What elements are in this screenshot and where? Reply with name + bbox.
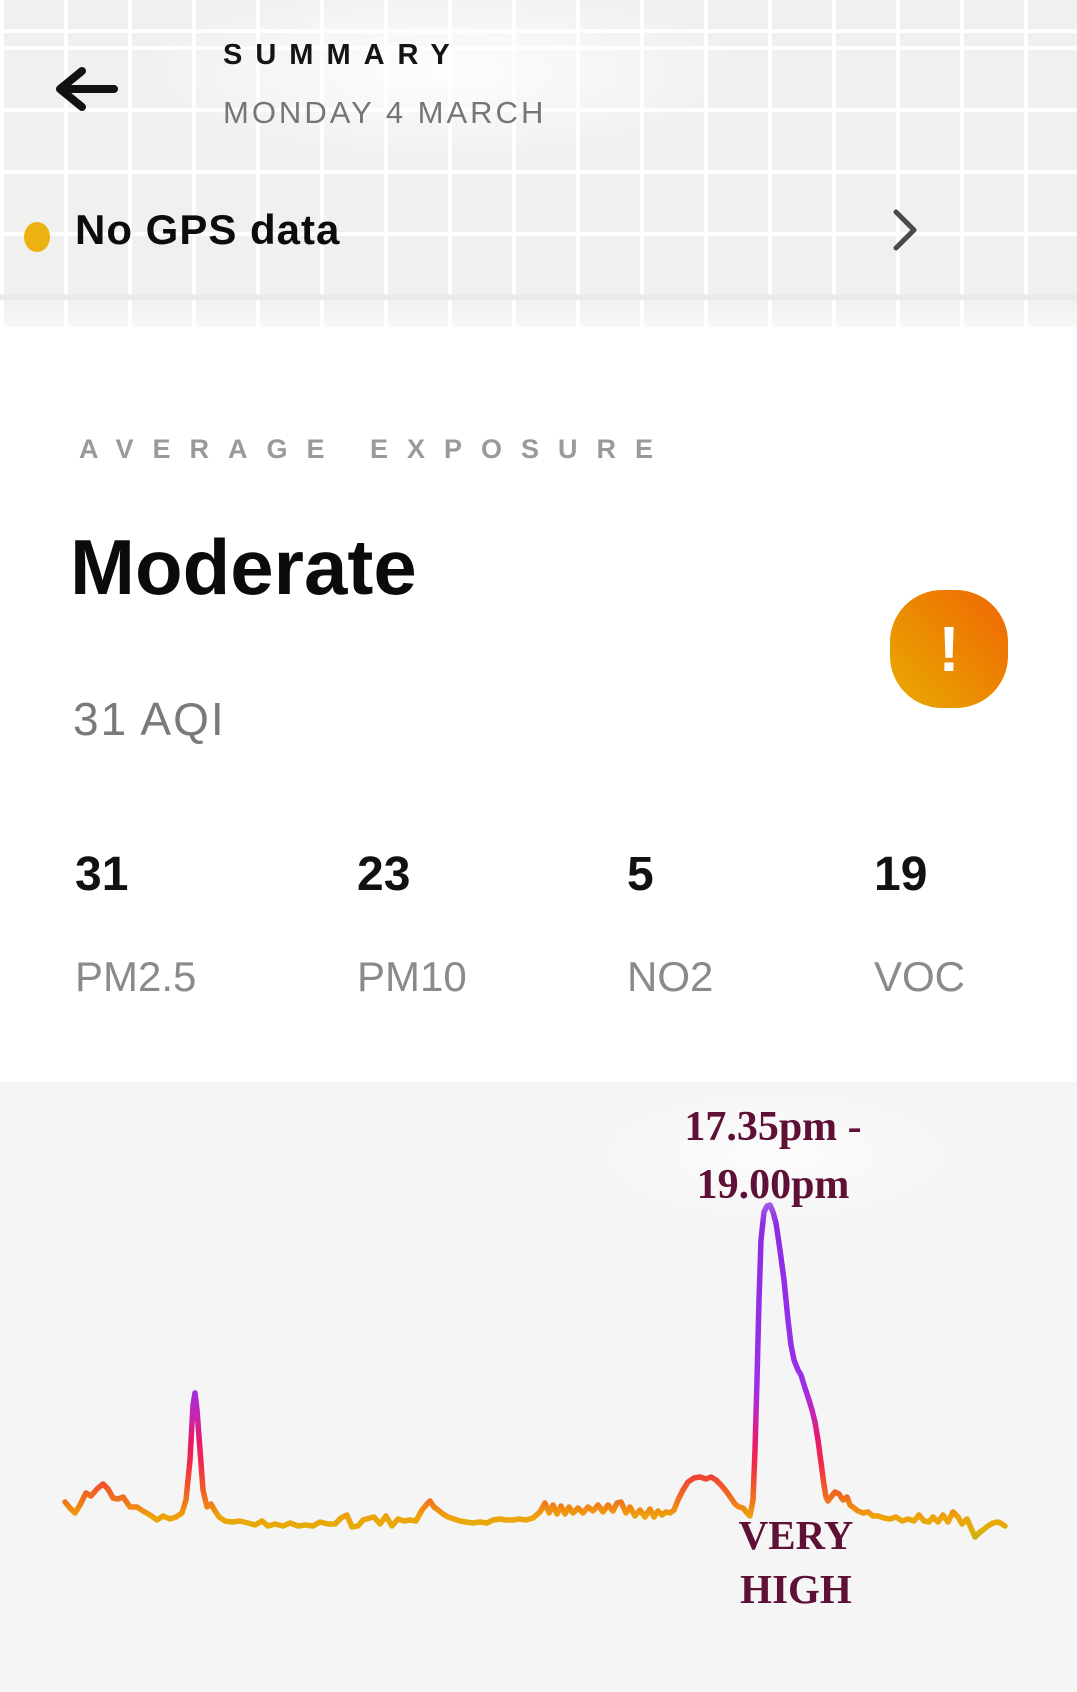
exposure-trace-line — [62, 1202, 1008, 1540]
section-label-average-exposure: AVERAGE EXPOSURE — [79, 434, 673, 464]
metric-no2: 5 NO2 — [627, 848, 874, 1000]
gps-status-dot — [24, 222, 50, 252]
metric-value: 19 — [874, 848, 928, 901]
page-subtitle: MONDAY 4 MARCH — [223, 95, 547, 130]
chevron-right-icon[interactable] — [888, 206, 922, 254]
metric-value: 5 — [627, 848, 654, 901]
pollution-line-chart — [62, 1202, 1008, 1540]
peak-severity-line2: HIGH — [740, 1566, 852, 1612]
map-divider — [0, 294, 1077, 300]
map-title-glow — [140, 0, 740, 160]
metric-pm25: 31 PM2.5 — [75, 848, 357, 1000]
back-button[interactable] — [50, 62, 126, 116]
metric-voc: 19 VOC — [874, 848, 1025, 1000]
peak-severity-line1: VERY — [738, 1512, 854, 1558]
peak-time-line1: 17.35pm - — [684, 1104, 862, 1150]
aqi-value: 31 AQI — [73, 693, 226, 745]
peak-severity-label: VERY HIGH — [676, 1508, 916, 1616]
metric-value: 23 — [357, 848, 411, 901]
header-title-block: SUMMARY MONDAY 4 MARCH — [223, 38, 546, 130]
map-bottom-fade — [0, 300, 1077, 327]
peak-time-line2: 19.00pm — [696, 1162, 850, 1208]
gps-status-banner[interactable]: No GPS data — [0, 192, 1077, 282]
gps-status-label: No GPS data — [75, 206, 341, 253]
peak-time-annotation: 17.35pm - 19.00pm — [623, 1098, 923, 1214]
metric-label: PM2.5 — [75, 953, 197, 1000]
annotation-glow — [590, 1085, 960, 1225]
exposure-level: Moderate — [70, 523, 417, 611]
back-arrow-icon — [50, 67, 126, 119]
map-background — [0, 0, 1077, 327]
warning-icon: ! — [938, 613, 960, 685]
page-title: SUMMARY — [223, 39, 463, 71]
metric-label: VOC — [874, 953, 966, 1000]
pollutant-metrics: 31 PM2.5 23 PM10 5 NO2 19 VOC — [75, 848, 1025, 1000]
metric-label: PM10 — [357, 953, 467, 1000]
warning-badge[interactable]: ! — [890, 590, 1008, 708]
metric-label: NO2 — [627, 953, 714, 1000]
metric-pm10: 23 PM10 — [357, 848, 627, 1000]
metric-value: 31 — [75, 848, 129, 901]
